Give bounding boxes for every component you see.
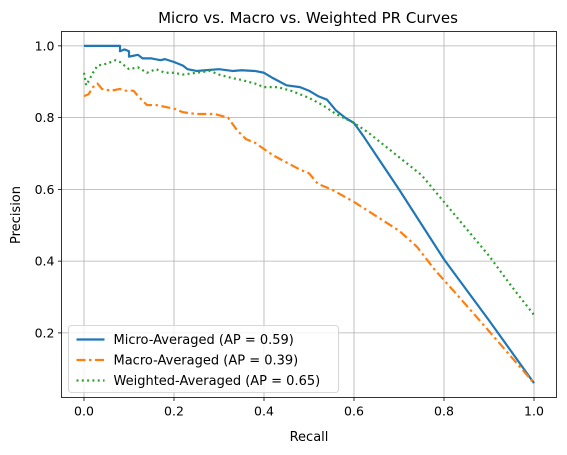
y-tick-label: 0.4 — [35, 254, 55, 269]
grid-lines — [61, 31, 557, 398]
legend-label: Micro-Averaged (AP = 0.59) — [114, 333, 294, 348]
x-tick-label: 0.6 — [344, 404, 364, 419]
legend-label: Macro-Averaged (AP = 0.39) — [114, 354, 299, 369]
x-axis-ticks: 0.0 0.2 0.4 0.6 0.8 1.0 — [74, 397, 544, 419]
x-tick-label: 0.4 — [254, 404, 274, 419]
y-tick-label: 0.6 — [35, 182, 55, 197]
legend: Micro-Averaged (AP = 0.59) Macro-Averaged… — [68, 325, 339, 393]
plot-area-frame — [61, 31, 557, 398]
chart-title: Micro vs. Macro vs. Weighted PR Curves — [158, 9, 458, 27]
y-axis-title: Precision — [9, 186, 24, 244]
x-tick-label: 1.0 — [524, 404, 544, 419]
y-tick-label: 0.8 — [35, 110, 55, 125]
y-tick-label: 1.0 — [35, 38, 55, 53]
x-tick-label: 0.8 — [434, 404, 454, 419]
legend-box — [68, 325, 339, 393]
y-tick-label: 0.2 — [35, 325, 55, 340]
series-line-1 — [83, 82, 535, 384]
legend-label: Weighted-Averaged (AP = 0.65) — [114, 374, 321, 389]
x-tick-label: 0.2 — [164, 404, 184, 419]
x-tick-label: 0.0 — [74, 404, 94, 419]
x-axis-title: Recall — [290, 430, 329, 445]
y-axis-ticks: 0.2 0.4 0.6 0.8 1.0 — [35, 38, 62, 340]
series-lines — [82, 44, 535, 384]
